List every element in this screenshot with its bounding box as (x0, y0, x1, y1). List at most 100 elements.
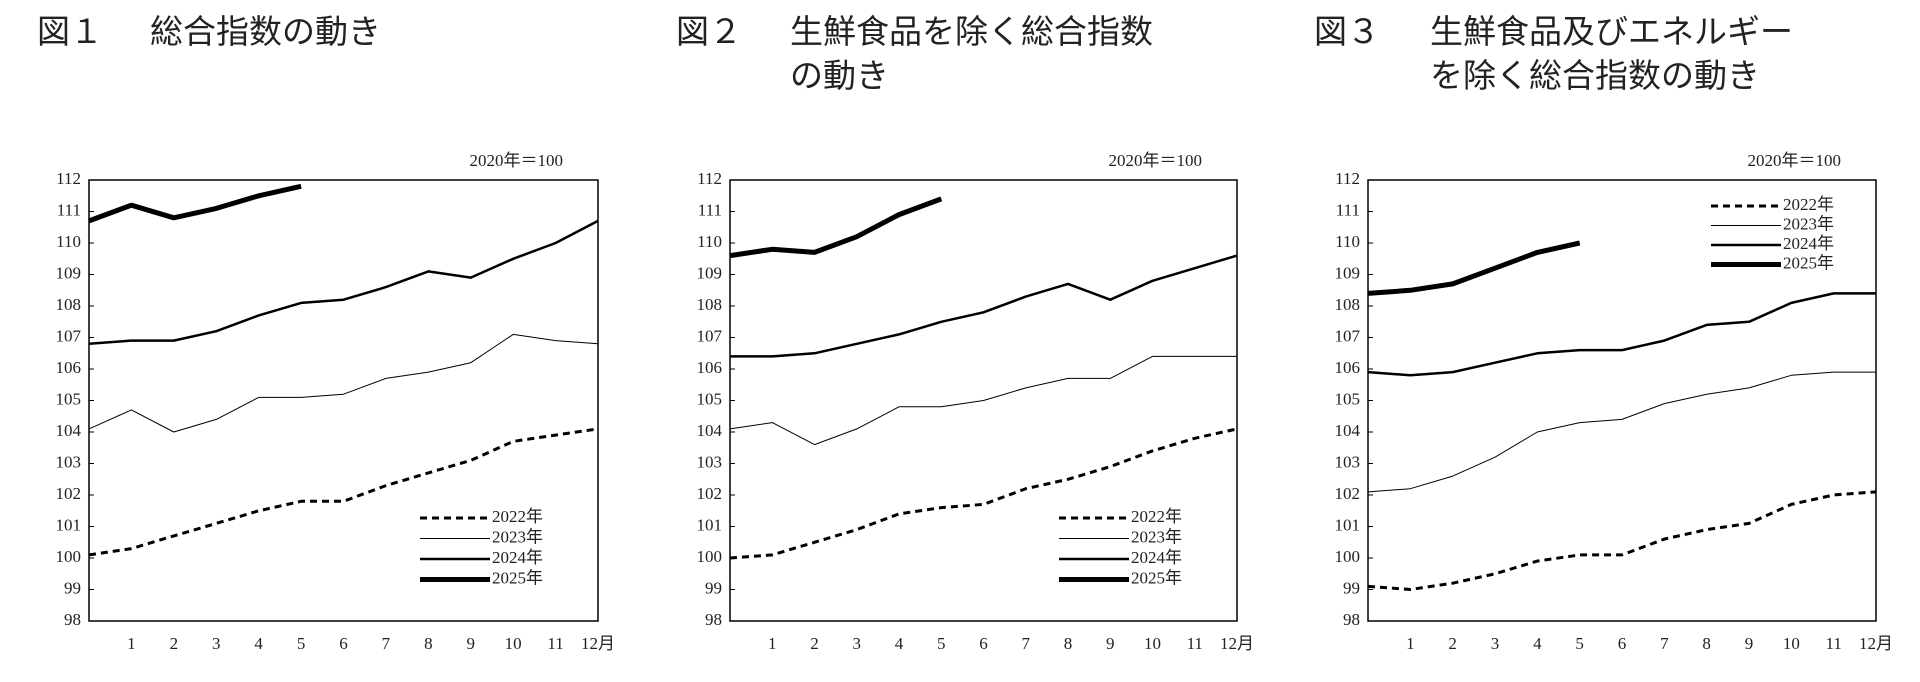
y-tick-label: 109 (1335, 263, 1361, 282)
figure-number: 図２ (676, 12, 742, 51)
x-tick-label: 1 (127, 634, 136, 653)
unit-note: 2020年＝100 (1748, 151, 1842, 170)
y-tick-label: 98 (705, 610, 722, 629)
x-tick-label: 5 (1575, 634, 1584, 653)
x-tick-label: 10 (1144, 634, 1161, 653)
y-tick-label: 102 (56, 484, 82, 503)
y-tick-label: 101 (56, 515, 82, 534)
x-tick-label: 4 (1533, 634, 1542, 653)
figure-number: 図１ (37, 12, 103, 51)
y-tick-label: 107 (56, 326, 82, 345)
x-tick-label: 9 (1745, 634, 1754, 653)
y-tick-label: 104 (56, 421, 82, 440)
series-line (88, 427, 599, 557)
x-tick-label: 3 (853, 634, 862, 653)
y-tick-label: 100 (697, 547, 723, 566)
y-tick-label: 105 (56, 389, 82, 408)
y-tick-label: 105 (1335, 389, 1361, 408)
x-tick-label: 6 (339, 634, 348, 653)
y-tick-label: 110 (1335, 232, 1360, 251)
y-tick-label: 99 (64, 578, 81, 597)
y-tick-label: 103 (697, 452, 723, 471)
series-line (88, 219, 599, 346)
x-tick-label: 1 (1406, 634, 1415, 653)
y-tick-label: 102 (697, 484, 723, 503)
x-tick-label: 6 (979, 634, 988, 653)
x-tick-label: 2 (810, 634, 819, 653)
x-tick-label: 9 (467, 634, 476, 653)
unit-note: 2020年＝100 (470, 151, 564, 170)
legend-label: 2025年 (1783, 253, 1834, 272)
chart-title: を除く総合指数の動き (1430, 56, 1760, 95)
y-tick-label: 109 (697, 263, 723, 282)
x-tick-label: 8 (1064, 634, 1073, 653)
y-tick-label: 106 (697, 358, 723, 377)
y-tick-label: 109 (56, 263, 82, 282)
x-tick-label: 7 (382, 634, 391, 653)
y-tick-label: 99 (705, 578, 722, 597)
series-line (729, 427, 1238, 560)
y-tick-label: 107 (1335, 326, 1361, 345)
legend-label: 2022年 (492, 507, 543, 526)
y-tick-label: 104 (697, 421, 723, 440)
chart-title: 生鮮食品及びエネルギー (1430, 12, 1793, 51)
y-tick-label: 108 (1335, 295, 1361, 314)
unit-note: 2020年＝100 (1109, 151, 1203, 170)
y-tick-label: 101 (1335, 515, 1361, 534)
series-line (1367, 490, 1877, 591)
legend-label: 2025年 (492, 568, 543, 587)
chart-title: 生鮮食品を除く総合指数 (790, 12, 1153, 51)
y-tick-label: 112 (1335, 169, 1360, 188)
y-tick-label: 98 (64, 610, 81, 629)
x-tick-label: 3 (1491, 634, 1500, 653)
legend-label: 2023年 (1783, 214, 1834, 233)
y-tick-label: 104 (1335, 421, 1361, 440)
legend-label: 2022年 (1783, 195, 1834, 214)
y-tick-label: 111 (57, 200, 81, 219)
series-line (88, 333, 599, 433)
y-tick-label: 98 (1343, 610, 1360, 629)
legend-label: 2024年 (492, 548, 543, 567)
legend-label: 2023年 (492, 527, 543, 546)
y-tick-label: 102 (1335, 484, 1361, 503)
series-line (1367, 371, 1876, 493)
y-tick-label: 101 (697, 515, 723, 534)
y-tick-label: 110 (56, 232, 81, 251)
y-tick-label: 107 (697, 326, 723, 345)
y-tick-label: 110 (697, 232, 722, 251)
chart-title: 総合指数の動き (150, 12, 381, 51)
y-tick-label: 100 (1335, 547, 1361, 566)
y-tick-label: 112 (56, 169, 81, 188)
x-tick-label: 2 (170, 634, 179, 653)
x-tick-label: 4 (895, 634, 904, 653)
y-tick-label: 106 (1335, 358, 1361, 377)
series-line (88, 183, 302, 224)
series-line (1367, 292, 1876, 377)
y-tick-label: 111 (698, 200, 722, 219)
legend-label: 2022年 (1131, 507, 1182, 526)
x-tick-label: 10 (505, 634, 522, 653)
x-tick-label: 3 (212, 634, 221, 653)
y-tick-label: 108 (56, 295, 82, 314)
x-tick-label: 8 (424, 634, 433, 653)
x-tick-label: 7 (1660, 634, 1669, 653)
y-tick-label: 100 (56, 547, 82, 566)
figure-number: 図３ (1314, 12, 1380, 51)
x-tick-label: 12月 (1859, 634, 1893, 653)
series-line (730, 254, 1238, 358)
x-tick-label: 6 (1618, 634, 1627, 653)
y-tick-label: 99 (1343, 578, 1360, 597)
y-tick-label: 103 (1335, 452, 1361, 471)
x-tick-label: 10 (1783, 634, 1800, 653)
legend-label: 2023年 (1131, 527, 1182, 546)
x-tick-label: 2 (1448, 634, 1457, 653)
x-tick-label: 11 (1825, 634, 1841, 653)
legend-label: 2024年 (1783, 234, 1834, 253)
y-tick-label: 106 (56, 358, 82, 377)
series-line (1367, 240, 1581, 296)
x-tick-label: 5 (297, 634, 306, 653)
y-tick-label: 111 (1336, 200, 1360, 219)
y-tick-label: 108 (697, 295, 723, 314)
x-tick-label: 7 (1022, 634, 1031, 653)
chart-title: の動き (790, 56, 889, 95)
